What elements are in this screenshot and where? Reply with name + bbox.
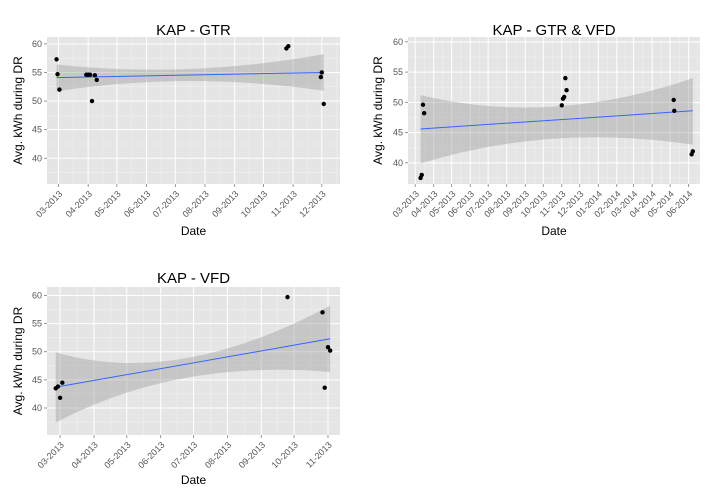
data-point (57, 87, 62, 92)
data-point (419, 172, 424, 178)
confidence-band (55, 305, 331, 423)
y-tick-label: 40 (393, 158, 403, 168)
x-axis-label: Date (181, 224, 207, 238)
y-tick-label: 45 (32, 375, 42, 385)
panel-background (47, 37, 340, 184)
y-tick-label: 55 (32, 319, 42, 329)
data-point (286, 43, 291, 49)
y-tick-label: 60 (393, 37, 403, 47)
y-tick-label: 55 (393, 67, 403, 77)
panel-title: KAP - GTR (156, 22, 231, 39)
trend-line (420, 110, 693, 130)
x-tick-label: 09-2013 (210, 189, 240, 219)
y-tick-label: 50 (393, 97, 403, 107)
data-point (60, 380, 65, 385)
panel-3: 40 45 50 55 60 03-2013 04-2013 05-2013 06-2013 07… (11, 270, 340, 487)
data-point (319, 70, 325, 75)
x-tick-label: 05-2013 (102, 440, 132, 470)
panel-2: 404550556003-201304-201305-201306-201307… (371, 22, 700, 238)
y-tick-label: 40 (32, 153, 42, 163)
x-tick-label: 10-2013 (270, 440, 300, 470)
panel-title: KAP - GTR & VFD (492, 22, 615, 39)
data-point (54, 57, 59, 62)
x-tick-label: 03-2013 (34, 189, 64, 219)
y-axis-label: Avg. kWh during DR (371, 56, 385, 165)
confidence-band (420, 78, 693, 164)
x-tick-label: 09-2013 (237, 440, 267, 470)
x-tick-label: 11-2013 (304, 440, 334, 470)
data-point (564, 88, 569, 93)
x-tick-label: 05-2013 (92, 189, 122, 219)
data-point (327, 348, 333, 353)
data-point (690, 149, 696, 154)
y-tick-label: 55 (32, 67, 42, 77)
y-tick-label: 60 (32, 39, 42, 49)
data-point (420, 102, 426, 107)
x-tick-label: 12-2013 (297, 189, 327, 219)
y-axis-label: Avg. kWh during DR (11, 56, 25, 165)
data-point (57, 395, 63, 401)
x-tick-label: 08-2013 (180, 189, 210, 219)
panel-background (408, 37, 700, 184)
confidence-band (56, 54, 324, 92)
data-point (561, 94, 567, 100)
data-point (563, 75, 568, 81)
y-tick-label: 45 (393, 128, 403, 138)
data-point (320, 310, 325, 315)
trend-line (56, 71, 324, 79)
data-point (55, 384, 61, 389)
data-point (89, 98, 95, 104)
data-point (322, 385, 327, 390)
data-point (671, 97, 676, 103)
x-tick-label: 04-2013 (64, 189, 94, 219)
y-tick-label: 60 (32, 290, 42, 300)
x-tick-label: 08-2013 (203, 440, 233, 470)
data-point (318, 74, 324, 80)
x-tick-label: 06-2013 (136, 440, 166, 470)
x-tick-label: 07-2013 (169, 440, 199, 470)
data-point (559, 103, 564, 108)
x-axis-label: Date (181, 473, 207, 487)
data-point (87, 72, 93, 77)
panel-title: KAP - VFD (157, 270, 230, 287)
x-tick-label: 10-2013 (239, 189, 269, 219)
y-tick-label: 40 (32, 403, 42, 413)
x-axis-label: Date (541, 224, 567, 238)
x-tick-label: 03-2013 (36, 440, 66, 470)
y-tick-label: 45 (32, 125, 42, 135)
data-point (321, 101, 326, 107)
data-point (55, 71, 60, 77)
x-tick-label: 06-2013 (122, 189, 152, 219)
y-axis-label: Avg. kWh during DR (11, 306, 25, 415)
x-tick-label: 04-2013 (69, 440, 99, 470)
data-point (421, 111, 427, 116)
data-point (285, 294, 290, 300)
data-point (672, 108, 677, 114)
x-tick-label: 11-2013 (269, 189, 299, 219)
trend-line (55, 338, 331, 388)
data-point (325, 345, 331, 350)
y-tick-label: 50 (32, 96, 42, 106)
y-tick-label: 50 (32, 347, 42, 357)
data-point (94, 77, 99, 83)
data-point (92, 73, 98, 78)
x-tick-label: 07-2013 (151, 189, 181, 219)
